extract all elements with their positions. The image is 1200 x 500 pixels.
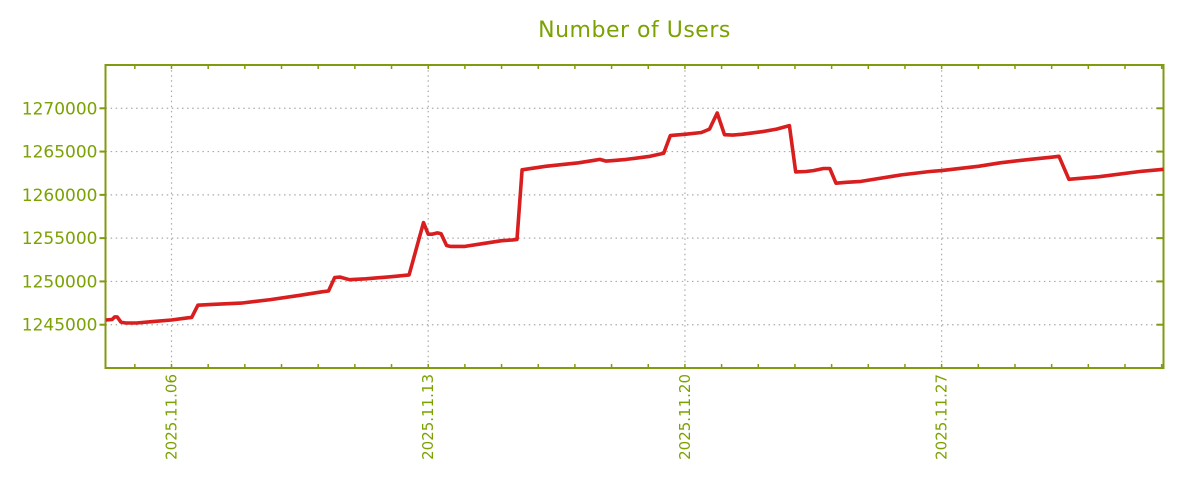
y-axis-label: 1245000 [22,316,98,336]
x-axis-label: 2025.11.27 [933,374,951,460]
plot-border [104,64,1165,369]
chart-title: Number of Users [538,18,731,43]
x-axis-label: 2025.11.06 [163,374,181,460]
y-axis-label: 1250000 [22,272,98,292]
y-axis-label: 1265000 [22,143,98,163]
data-line-users [105,111,1164,325]
y-axis-label: 1255000 [22,229,98,249]
y-axis-label: 1260000 [22,186,98,206]
y-axis-label: 1270000 [22,99,98,119]
x-axis-label: 2025.11.20 [676,374,694,460]
x-axis-label: 2025.11.13 [419,374,437,460]
